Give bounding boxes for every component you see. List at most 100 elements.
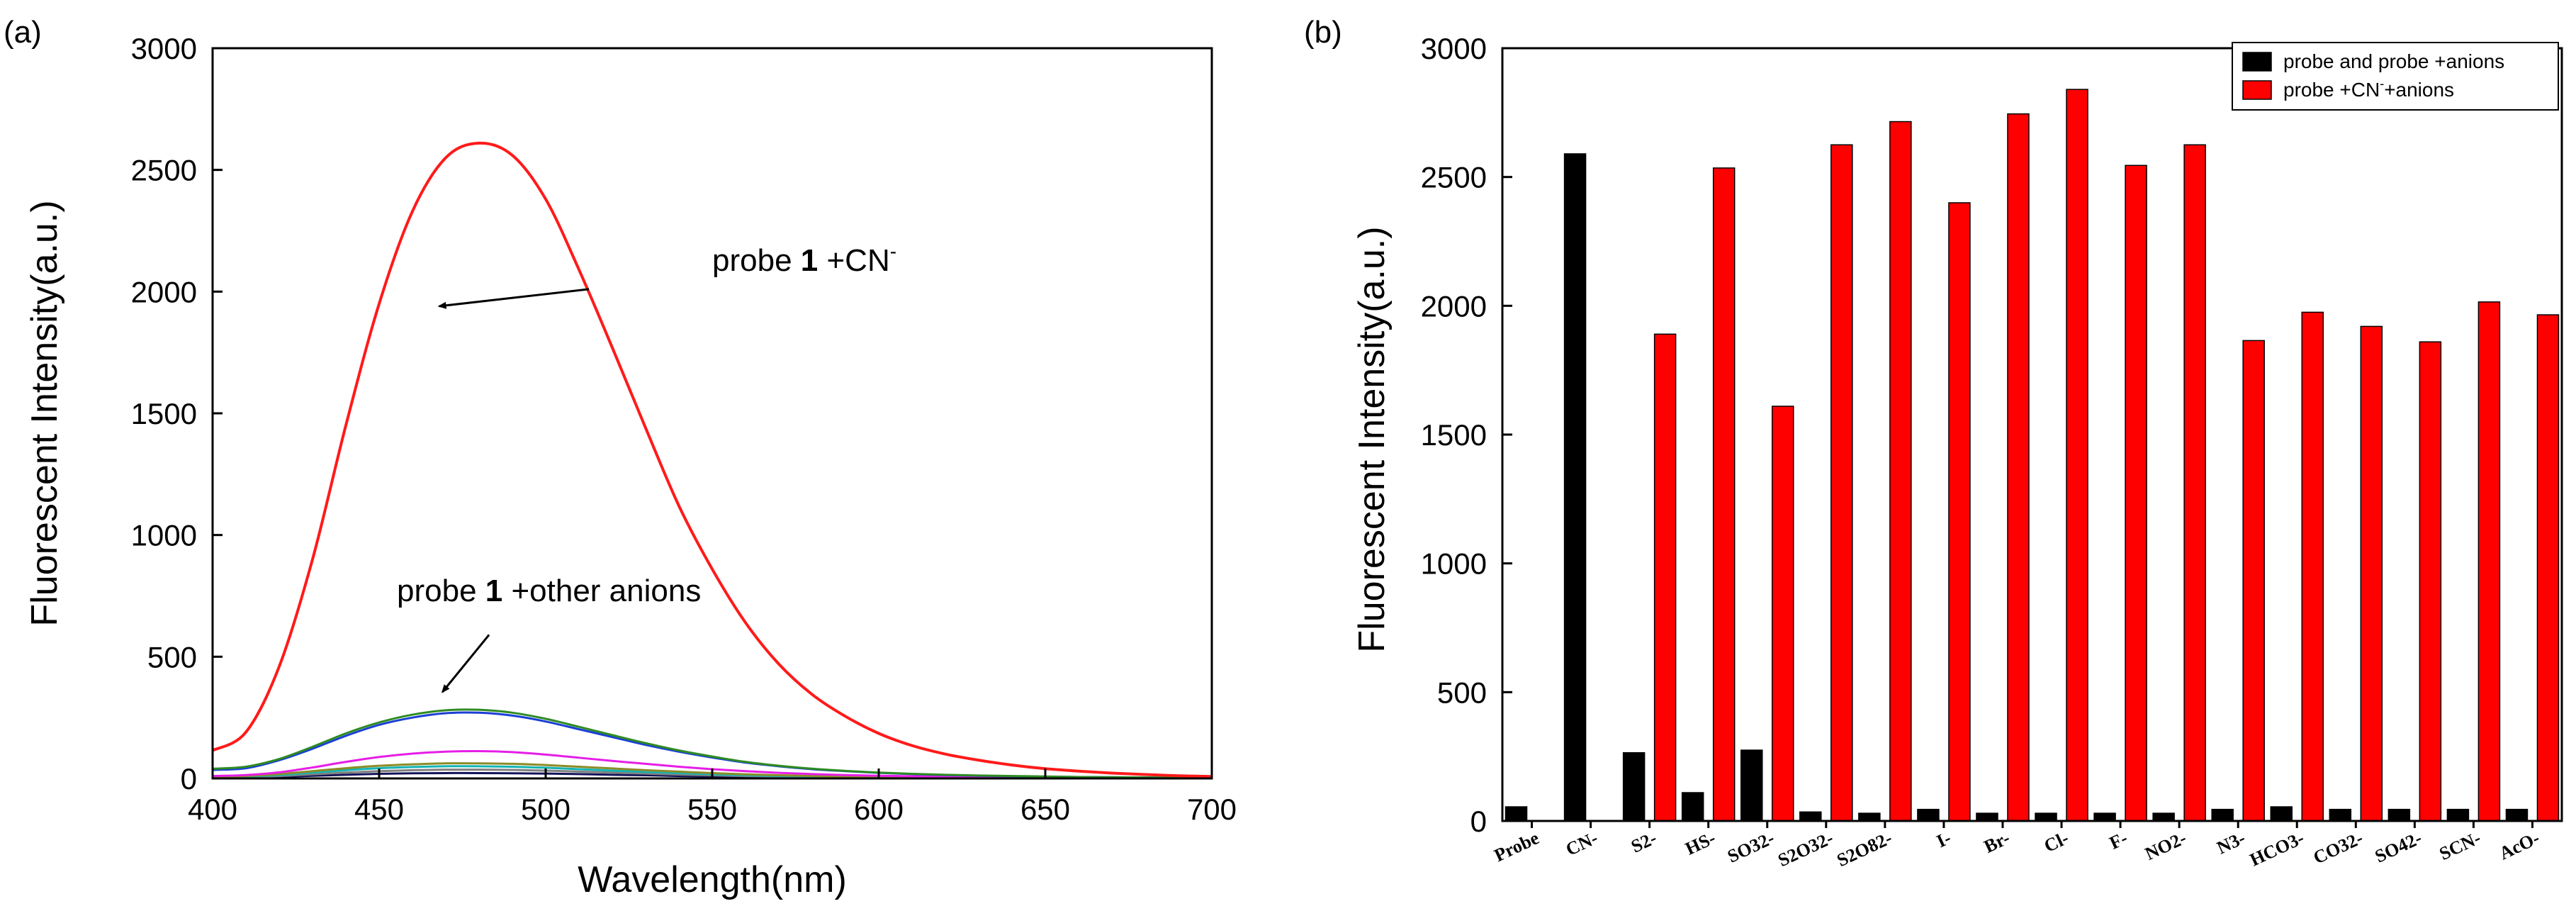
panel-a-annotation-2: probe 1 +other anions	[397, 574, 701, 608]
panel-a-series-line-probe-1-cn-	[212, 141, 1213, 778]
panel-a-y-tick-label: 3000	[131, 32, 197, 65]
panel-b-bar-black-scn-	[2446, 808, 2470, 822]
panel-a-line-chart: (a) 0 500 1000 1500 2000 2500 3000 400 450 500 55…	[4, 15, 1237, 900]
panel-b-bar-red-aco-	[2536, 314, 2560, 822]
panel-a-plot-frame	[211, 47, 1213, 780]
panel-a-x-tick-label: 550	[687, 793, 737, 826]
panel-b-x-tick-label: SO42-	[2372, 827, 2425, 867]
panel-b-y-tick-label: 0	[1470, 805, 1487, 838]
panel-a-y-tick-label: 500	[147, 640, 197, 674]
panel-b-x-tick-label: S2O32-	[1774, 827, 1836, 871]
panel-b-legend-swatch-black	[2242, 52, 2272, 72]
panel-b-bar-black-aco-	[2505, 808, 2529, 822]
panel-b-bar-black-hs-	[1681, 792, 1704, 822]
panel-b-x-tick-label: Probe	[1491, 827, 1542, 866]
panel-b-x-tick-label: S2-	[1628, 827, 1660, 857]
panel-a-x-axis: 400 450 500 550 600 650 700	[188, 769, 1237, 826]
panel-b-bar-red-so42-	[2419, 341, 2442, 822]
panel-a-x-tick-label: 700	[1187, 793, 1237, 826]
panel-b-bar-black-s2-	[1622, 751, 1646, 822]
panel-b-y-axis-title: Fluorescent Intensity(a.u.)	[1351, 226, 1393, 652]
panel-b-bar-red-so32-	[1772, 406, 1794, 822]
panel-a-annotation-1: probe 1 +CN-	[712, 240, 896, 278]
panel-b-x-tick-label: I-	[1933, 827, 1954, 851]
panel-b-legend-label-red: probe +CN-+anions	[2283, 77, 2454, 101]
panel-b-y-tick-label: 1000	[1421, 547, 1487, 581]
panel-b-bar-black-cl-	[2035, 812, 2057, 822]
panel-a-x-tick-label: 400	[188, 793, 237, 826]
panel-b-y-axis: 0 500 1000 1500 2000 2500 3000	[1421, 32, 1512, 838]
panel-b-bar-red-s2-	[1653, 333, 1677, 822]
panel-b-x-tick-label: CO32-	[2310, 827, 2366, 868]
panel-b-legend-label-black: probe and probe +anions	[2283, 50, 2504, 72]
panel-b-legend: probe and probe +anions probe +CN-+anions	[2232, 42, 2559, 111]
panel-b-bars-group	[1504, 89, 2560, 822]
panel-b-bar-black-i-	[1917, 808, 1940, 822]
panel-b-bar-red-cl-	[2066, 89, 2088, 822]
panel-b-bar-black-br-	[1976, 812, 1998, 822]
panel-b-x-tick-label: Cl-	[2041, 827, 2072, 856]
panel-b-bar-red-i-	[1948, 202, 1971, 822]
panel-b-x-tick-label: N3-	[2214, 827, 2249, 858]
panel-b-bar-red-hco3-	[2301, 311, 2324, 822]
panel-a-y-tick-label: 0	[181, 762, 197, 795]
panel-b-bar-red-hs-	[1712, 167, 1736, 822]
panel-b-bar-chart: (b) 0 500 1000 1500 2000 2500 3000 Probe CN- S2-…	[1304, 15, 2563, 871]
panel-b-bar-red-scn-	[2477, 301, 2501, 822]
panel-b-x-tick-label: CN-	[1563, 827, 1601, 860]
panel-b-bar-black-cn-	[1563, 153, 1587, 822]
panel-a-y-tick-label: 2000	[131, 275, 197, 308]
panel-b-bar-red-n3-	[2242, 340, 2265, 822]
panel-b-bar-black-s2o82-	[1858, 812, 1881, 822]
panel-b-y-tick-label: 3000	[1421, 32, 1487, 65]
panel-a-x-tick-label: 650	[1020, 793, 1070, 826]
panel-b-bar-black-no2-	[2152, 812, 2175, 822]
panel-b-x-tick-label: NO2-	[2142, 827, 2189, 864]
panel-b-bar-black-probe	[1504, 806, 1528, 822]
panel-a-x-tick-label: 600	[854, 793, 904, 826]
panel-b-x-tick-label: HCO3-	[2246, 827, 2307, 870]
panel-b-bar-red-br-	[2007, 113, 2030, 822]
panel-b-x-tick-label: Br-	[1981, 827, 2013, 857]
panel-b-label: (b)	[1304, 15, 1342, 50]
panel-b-x-axis: Probe CN- S2- HS- SO32-S2O32-S2O82- I- Br- Cl- F…	[1491, 821, 2543, 871]
panel-a-y-axis: 0 500 1000 1500 2000 2500 3000	[131, 32, 223, 795]
panel-b-legend-swatch-red	[2242, 80, 2272, 100]
panel-a-label: (a)	[4, 15, 42, 50]
panel-b-legend-box	[2232, 42, 2559, 111]
panel-a-series-group	[212, 141, 1213, 780]
panel-b-bar-black-s2o32-	[1799, 811, 1822, 822]
panel-b-bar-red-f-	[2125, 164, 2147, 822]
panel-a-x-tick-label: 450	[354, 793, 404, 826]
panel-a-annotations: probe 1 +CN-probe 1 +other anions	[397, 240, 896, 693]
panel-b-bar-black-n3-	[2211, 808, 2234, 822]
panel-b-bar-red-s2o82-	[1889, 121, 1912, 822]
panel-b-y-tick-label: 2000	[1421, 289, 1487, 323]
panel-b-y-tick-label: 2500	[1421, 161, 1487, 194]
panel-a-x-tick-label: 500	[521, 793, 570, 826]
panel-b-bar-black-co32-	[2329, 808, 2352, 822]
panel-b-bar-black-so42-	[2387, 808, 2411, 822]
panel-b-bar-black-hco3-	[2270, 806, 2293, 822]
panel-a-annotation-arrow-2	[441, 634, 490, 693]
panel-b-bar-black-so32-	[1740, 749, 1763, 822]
panel-a-x-axis-title: Wavelength(nm)	[578, 859, 847, 900]
panel-b-y-tick-label: 500	[1437, 676, 1487, 709]
panel-a-y-tick-label: 1000	[131, 519, 197, 552]
panel-b-bar-red-no2-	[2183, 144, 2206, 822]
panel-b-x-tick-label: AcO-	[2496, 827, 2543, 864]
panel-b-x-tick-label: HS-	[1682, 827, 1719, 859]
panel-a-annotation-arrow-1	[437, 288, 590, 309]
panel-b-bar-black-f-	[2093, 812, 2116, 822]
panel-b-x-tick-label: SO32-	[1724, 827, 1777, 867]
panel-b-bar-red-co32-	[2360, 325, 2383, 822]
panel-a-y-tick-label: 1500	[131, 397, 197, 430]
panel-a-y-axis-title: Fluorescent Intensity(a.u.)	[24, 200, 65, 626]
panel-b-x-tick-label: S2O82-	[1834, 827, 1896, 871]
panel-b-x-tick-label: F-	[2106, 827, 2131, 854]
panel-b-bar-red-s2o32-	[1830, 144, 1853, 822]
panel-b-y-tick-label: 1500	[1421, 418, 1487, 452]
panel-b-x-tick-label: SCN-	[2436, 827, 2484, 864]
panel-a-y-tick-label: 2500	[131, 154, 197, 187]
